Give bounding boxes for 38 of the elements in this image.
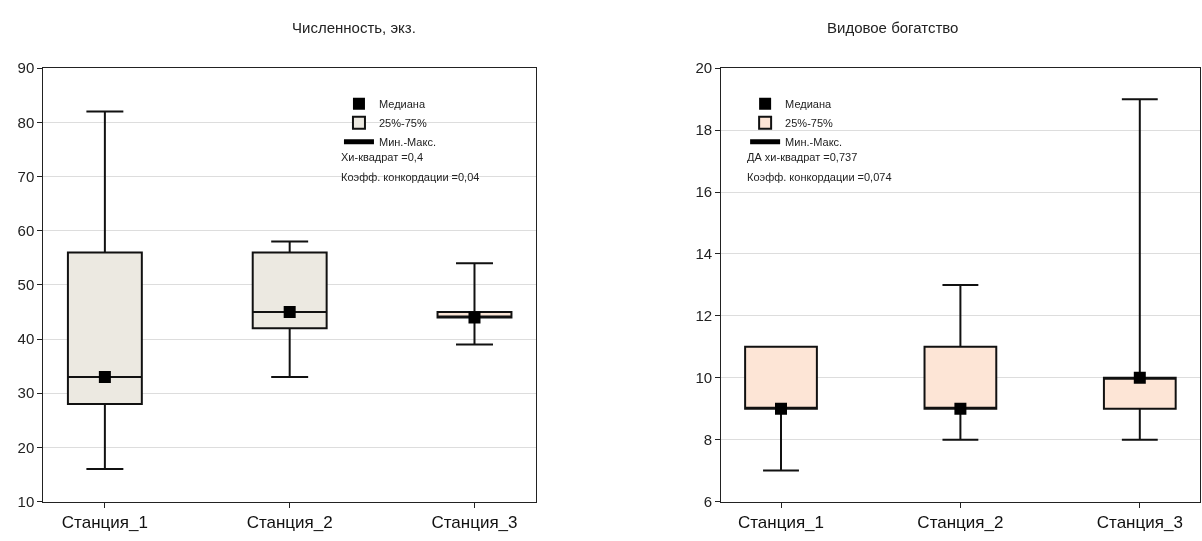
- point: [98, 370, 111, 383]
- y-tick-label: 10: [695, 368, 713, 386]
- chart-title: Численность, экз.: [292, 19, 416, 36]
- annotation: Коэфф. конкордации =0,04: [341, 171, 480, 183]
- annotation: ДА хи-квадрат =0,737: [747, 151, 858, 163]
- x-tick-label: Станция_2: [917, 512, 1004, 532]
- y-tick-label: 40: [17, 330, 35, 348]
- y-tick-label: 6: [703, 492, 713, 510]
- annotation: Коэфф. конкордации =0,074: [747, 171, 892, 183]
- y-tick-label: 30: [17, 384, 35, 402]
- y-tick-label: 18: [695, 121, 713, 139]
- y-tick-label: 12: [695, 307, 713, 325]
- legend-label: Медиана: [785, 97, 833, 110]
- y-tick-label: 8: [703, 430, 713, 448]
- y-tick-label: 80: [17, 113, 35, 131]
- legend-label: 25%-75%: [378, 116, 427, 129]
- legend-label: 25%-75%: [785, 116, 834, 129]
- x-tick-label: Станция_3: [1096, 512, 1183, 532]
- y-tick-label: 20: [695, 59, 713, 77]
- point: [283, 305, 296, 318]
- y-tick-label: 20: [17, 438, 35, 456]
- x-tick-label: Станция_1: [61, 512, 148, 532]
- y-tick-label: 50: [17, 276, 35, 294]
- y-tick-label: 90: [17, 59, 35, 77]
- x-tick-label: Станция_1: [737, 512, 825, 532]
- y-tick-label: 60: [17, 221, 35, 239]
- annotation: Мин.-Макс.: [785, 135, 843, 148]
- chart-title: Видовое богатство: [827, 19, 959, 36]
- annotation: Мин.-Макс.: [378, 135, 436, 148]
- y-tick-label: 70: [17, 167, 35, 185]
- legend-label: Медиана: [378, 97, 426, 110]
- point: [468, 311, 481, 324]
- y-tick-label: 14: [695, 245, 713, 263]
- x-tick-label: Станция_3: [431, 512, 518, 532]
- y-tick-label: 16: [695, 183, 713, 201]
- y-tick-label: 10: [17, 492, 35, 510]
- x-tick-label: Станция_2: [246, 512, 333, 532]
- annotation: Хи-квадрат =0,4: [341, 151, 424, 163]
